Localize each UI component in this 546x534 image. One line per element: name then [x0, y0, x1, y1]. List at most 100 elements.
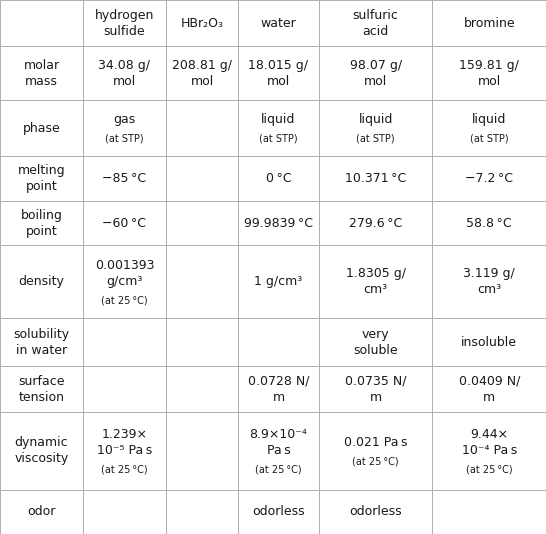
Text: (at 25 °C): (at 25 °C) [352, 456, 399, 466]
Bar [83, 246, 166, 318]
Bar [238, 46, 319, 100]
Bar [432, 412, 546, 490]
Bar [0, 490, 83, 534]
Text: 0.001393
g/cm³: 0.001393 g/cm³ [95, 259, 154, 288]
Bar [166, 246, 238, 318]
Bar [0, 46, 83, 100]
Text: −85 °C: −85 °C [103, 172, 146, 185]
Bar [432, 318, 546, 366]
Text: molar
mass: molar mass [23, 59, 60, 88]
Text: (at 25 °C): (at 25 °C) [255, 465, 302, 475]
Bar [432, 246, 546, 318]
Text: (at STP): (at STP) [470, 134, 508, 144]
Text: very
soluble: very soluble [353, 328, 398, 357]
Text: hydrogen
sulfide: hydrogen sulfide [95, 9, 154, 38]
Bar [319, 318, 432, 366]
Bar [319, 156, 432, 201]
Bar [83, 46, 166, 100]
Bar [0, 366, 83, 412]
Text: 208.81 g/
mol: 208.81 g/ mol [172, 59, 232, 88]
Bar [83, 490, 166, 534]
Bar [166, 0, 238, 46]
Bar [238, 318, 319, 366]
Text: liquid: liquid [359, 113, 393, 127]
Bar [238, 366, 319, 412]
Text: (at 25 °C): (at 25 °C) [101, 465, 148, 475]
Text: liquid: liquid [472, 113, 506, 127]
Bar [0, 201, 83, 246]
Bar [83, 0, 166, 46]
Text: 159.81 g/
mol: 159.81 g/ mol [459, 59, 519, 88]
Bar [319, 0, 432, 46]
Bar [0, 318, 83, 366]
Bar [432, 46, 546, 100]
Text: 99.9839 °C: 99.9839 °C [244, 217, 313, 230]
Text: sulfuric
acid: sulfuric acid [353, 9, 399, 38]
Text: solubility
in water: solubility in water [14, 328, 69, 357]
Text: 0.0735 N/
m: 0.0735 N/ m [345, 374, 406, 404]
Bar [83, 100, 166, 156]
Bar [432, 156, 546, 201]
Bar [319, 46, 432, 100]
Text: (at STP): (at STP) [105, 134, 144, 144]
Bar [432, 366, 546, 412]
Bar [432, 490, 546, 534]
Text: odorless: odorless [349, 505, 402, 519]
Bar [166, 46, 238, 100]
Bar [83, 201, 166, 246]
Bar [166, 318, 238, 366]
Text: 10.371 °C: 10.371 °C [345, 172, 406, 185]
Bar [432, 100, 546, 156]
Text: 0.0409 N/
m: 0.0409 N/ m [459, 374, 520, 404]
Bar [238, 490, 319, 534]
Text: 1.239×
10⁻⁵ Pa s: 1.239× 10⁻⁵ Pa s [97, 428, 152, 457]
Bar [166, 156, 238, 201]
Text: 0.021 Pa s: 0.021 Pa s [344, 436, 407, 449]
Text: water: water [260, 17, 296, 30]
Text: 34.08 g/
mol: 34.08 g/ mol [98, 59, 151, 88]
Bar [166, 201, 238, 246]
Text: 1 g/cm³: 1 g/cm³ [254, 276, 302, 288]
Bar [166, 100, 238, 156]
Text: 0 °C: 0 °C [266, 172, 291, 185]
Bar [0, 246, 83, 318]
Text: insoluble: insoluble [461, 336, 517, 349]
Bar [166, 412, 238, 490]
Bar [319, 366, 432, 412]
Bar [319, 412, 432, 490]
Text: odorless: odorless [252, 505, 305, 519]
Bar [238, 201, 319, 246]
Bar [0, 100, 83, 156]
Text: phase: phase [22, 122, 61, 135]
Bar [83, 318, 166, 366]
Text: boiling
point: boiling point [21, 209, 62, 238]
Text: (at STP): (at STP) [259, 134, 298, 144]
Text: melting
point: melting point [17, 164, 66, 193]
Bar [83, 156, 166, 201]
Text: dynamic
viscosity: dynamic viscosity [14, 436, 69, 465]
Text: (at 25 °C): (at 25 °C) [101, 296, 148, 306]
Bar [238, 100, 319, 156]
Bar [0, 156, 83, 201]
Bar [83, 366, 166, 412]
Bar [238, 412, 319, 490]
Bar [238, 156, 319, 201]
Text: 8.9×10⁻⁴
Pa s: 8.9×10⁻⁴ Pa s [250, 428, 307, 457]
Text: 58.8 °C: 58.8 °C [466, 217, 512, 230]
Bar [166, 490, 238, 534]
Text: surface
tension: surface tension [18, 374, 65, 404]
Bar [238, 246, 319, 318]
Bar [319, 246, 432, 318]
Bar [166, 366, 238, 412]
Text: liquid: liquid [262, 113, 295, 127]
Text: 279.6 °C: 279.6 °C [349, 217, 402, 230]
Text: HBr₂O₃: HBr₂O₃ [181, 17, 223, 30]
Text: −60 °C: −60 °C [103, 217, 146, 230]
Bar [319, 201, 432, 246]
Text: (at STP): (at STP) [357, 134, 395, 144]
Text: odor: odor [27, 505, 56, 519]
Text: 0.0728 N/
m: 0.0728 N/ m [248, 374, 309, 404]
Bar [0, 0, 83, 46]
Bar [432, 0, 546, 46]
Text: 18.015 g/
mol: 18.015 g/ mol [248, 59, 308, 88]
